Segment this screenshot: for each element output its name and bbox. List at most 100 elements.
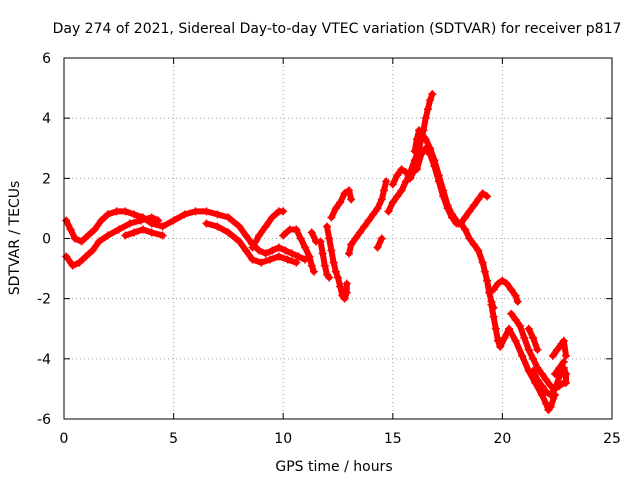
data-point bbox=[266, 255, 275, 264]
y-tick-label: -4 bbox=[37, 352, 51, 368]
data-point bbox=[287, 249, 296, 258]
y-tick-label: -2 bbox=[37, 292, 51, 308]
data-point bbox=[524, 324, 533, 333]
data-point bbox=[274, 252, 283, 261]
data-point bbox=[529, 354, 538, 363]
data-point bbox=[257, 258, 266, 267]
data-point bbox=[551, 384, 560, 393]
data-point bbox=[103, 210, 112, 219]
x-tick-label: 25 bbox=[603, 431, 621, 447]
data-point bbox=[154, 216, 163, 225]
data-point bbox=[434, 177, 443, 186]
data-point bbox=[474, 195, 483, 204]
data-point bbox=[325, 234, 334, 243]
data-point bbox=[469, 201, 478, 210]
data-point bbox=[417, 129, 426, 138]
data-point bbox=[70, 234, 79, 243]
data-point bbox=[483, 192, 492, 201]
x-tick-label: 5 bbox=[169, 431, 178, 447]
data-point bbox=[559, 336, 568, 345]
data-point bbox=[494, 279, 503, 288]
data-point bbox=[235, 222, 244, 231]
data-track bbox=[530, 364, 569, 398]
data-point bbox=[406, 168, 415, 177]
data-point bbox=[382, 177, 391, 186]
data-point bbox=[502, 279, 511, 288]
data-point bbox=[191, 207, 200, 216]
data-point bbox=[158, 222, 167, 231]
data-point bbox=[494, 336, 503, 345]
data-point bbox=[138, 225, 147, 234]
data-point bbox=[130, 210, 139, 219]
y-tick-label: 4 bbox=[42, 111, 51, 127]
data-point bbox=[351, 234, 360, 243]
data-point bbox=[533, 363, 542, 372]
data-point bbox=[421, 135, 430, 144]
data-point bbox=[336, 282, 345, 291]
data-point bbox=[388, 198, 397, 207]
data-point bbox=[542, 387, 551, 396]
data-point bbox=[524, 345, 533, 354]
data-point bbox=[364, 216, 373, 225]
data-point bbox=[130, 228, 139, 237]
data-point bbox=[235, 237, 244, 246]
data-point bbox=[125, 219, 134, 228]
data-point bbox=[327, 213, 336, 222]
data-point bbox=[447, 213, 456, 222]
data-point bbox=[561, 351, 570, 360]
data-point bbox=[261, 249, 270, 258]
data-point bbox=[323, 222, 332, 231]
plot-frame bbox=[63, 57, 613, 420]
data-point bbox=[112, 207, 121, 216]
data-point bbox=[305, 252, 314, 261]
data-point bbox=[478, 258, 487, 267]
data-point bbox=[417, 150, 426, 159]
data-point bbox=[559, 357, 568, 366]
x-axis-label: GPS time / hours bbox=[275, 459, 392, 475]
data-point bbox=[316, 237, 325, 246]
data-point bbox=[307, 261, 316, 270]
data-point bbox=[533, 345, 542, 354]
data-point bbox=[461, 213, 470, 222]
data-point bbox=[95, 237, 104, 246]
data-point bbox=[489, 312, 498, 321]
data-point bbox=[520, 333, 529, 342]
data-point bbox=[268, 213, 277, 222]
data-point bbox=[77, 237, 86, 246]
data-point bbox=[511, 291, 520, 300]
data-point bbox=[75, 258, 84, 267]
data-point bbox=[255, 231, 264, 240]
data-point bbox=[537, 390, 546, 399]
data-point bbox=[480, 267, 489, 276]
data-point bbox=[377, 234, 386, 243]
data-point bbox=[103, 231, 112, 240]
data-point bbox=[423, 105, 432, 114]
data-point bbox=[279, 231, 288, 240]
axis-ticks: 0 5 10 15 20 25 -6 -4 -2 0 2 4 6 bbox=[37, 51, 621, 447]
data-point bbox=[546, 402, 555, 411]
data-point bbox=[485, 288, 494, 297]
data-point bbox=[88, 246, 97, 255]
data-point bbox=[224, 213, 233, 222]
data-point bbox=[369, 210, 378, 219]
data-point bbox=[443, 204, 452, 213]
data-point bbox=[97, 216, 106, 225]
y-tick-label: -6 bbox=[37, 412, 51, 428]
data-point bbox=[483, 276, 492, 285]
data-point bbox=[377, 195, 386, 204]
data-point bbox=[325, 273, 334, 282]
data-point bbox=[496, 342, 505, 351]
data-point bbox=[393, 192, 402, 201]
data-point bbox=[373, 243, 382, 252]
chart-title: Day 274 of 2021, Sidereal Day-to-day VTE… bbox=[53, 21, 622, 37]
data-point bbox=[533, 375, 542, 384]
data-point bbox=[327, 246, 336, 255]
data-point bbox=[553, 345, 562, 354]
data-point bbox=[347, 195, 356, 204]
data-point bbox=[507, 285, 516, 294]
data-point bbox=[66, 225, 75, 234]
data-point bbox=[121, 207, 130, 216]
data-point bbox=[489, 285, 498, 294]
data-point bbox=[121, 231, 130, 240]
data-point bbox=[202, 207, 211, 216]
